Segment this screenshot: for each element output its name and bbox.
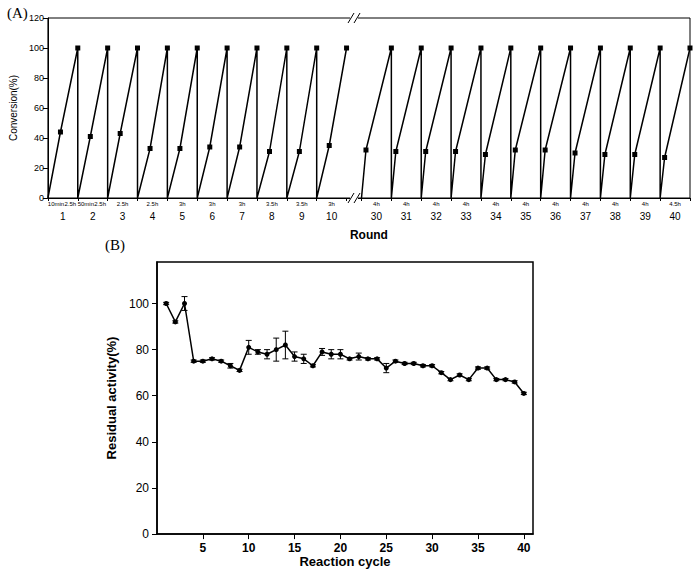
svg-text:80: 80: [34, 73, 44, 83]
svg-text:0: 0: [39, 193, 44, 203]
svg-text:Conversion(%): Conversion(%): [8, 75, 19, 141]
svg-text:7: 7: [239, 211, 245, 222]
svg-text:5: 5: [200, 541, 207, 555]
svg-text:37: 37: [580, 211, 592, 222]
svg-text:3.5h: 3.5h: [266, 201, 278, 207]
svg-text:2.5h: 2.5h: [117, 201, 129, 207]
svg-text:8: 8: [269, 211, 275, 222]
svg-text:4h: 4h: [522, 201, 529, 207]
svg-text:10min: 10min: [48, 201, 64, 207]
svg-text:4h: 4h: [552, 201, 559, 207]
svg-text:31: 31: [401, 211, 413, 222]
svg-text:80: 80: [136, 343, 150, 357]
svg-text:Round: Round: [350, 228, 388, 242]
svg-text:3h: 3h: [328, 201, 335, 207]
svg-text:4.5h: 4.5h: [669, 201, 681, 207]
svg-text:4h: 4h: [493, 201, 500, 207]
svg-text:4h: 4h: [612, 201, 619, 207]
svg-text:50min: 50min: [78, 201, 94, 207]
svg-text:15: 15: [288, 541, 302, 555]
svg-text:2.5h: 2.5h: [94, 201, 106, 207]
svg-text:120: 120: [29, 13, 44, 23]
svg-text:25: 25: [380, 541, 394, 555]
svg-text:100: 100: [129, 297, 149, 311]
svg-text:20: 20: [136, 481, 150, 495]
svg-text:60: 60: [136, 389, 150, 403]
svg-text:10: 10: [242, 541, 256, 555]
svg-text:2: 2: [90, 211, 96, 222]
svg-text:4h: 4h: [373, 201, 380, 207]
svg-text:34: 34: [490, 211, 502, 222]
svg-text:0: 0: [142, 527, 149, 541]
svg-text:33: 33: [460, 211, 472, 222]
svg-text:3h: 3h: [209, 201, 216, 207]
svg-text:32: 32: [431, 211, 443, 222]
svg-text:4h: 4h: [403, 201, 410, 207]
svg-text:4h: 4h: [642, 201, 649, 207]
svg-text:4h: 4h: [433, 201, 440, 207]
svg-text:Reaction cycle: Reaction cycle: [299, 554, 390, 569]
svg-text:3h: 3h: [179, 201, 186, 207]
svg-text:(B): (B): [105, 237, 125, 254]
svg-text:40: 40: [670, 211, 682, 222]
svg-text:30: 30: [371, 211, 383, 222]
svg-text:60: 60: [34, 103, 44, 113]
svg-text:2.5h: 2.5h: [64, 201, 76, 207]
svg-text:3: 3: [120, 211, 126, 222]
svg-text:40: 40: [517, 541, 531, 555]
svg-text:100: 100: [29, 43, 44, 53]
svg-text:9: 9: [299, 211, 305, 222]
svg-text:Residual activity(%): Residual activity(%): [104, 337, 119, 460]
svg-text:6: 6: [209, 211, 215, 222]
svg-text:4: 4: [150, 211, 156, 222]
svg-text:3h: 3h: [239, 201, 246, 207]
svg-text:40: 40: [34, 133, 44, 143]
svg-text:20: 20: [34, 163, 44, 173]
svg-text:30: 30: [425, 541, 439, 555]
svg-text:(A): (A): [7, 5, 28, 22]
svg-text:1: 1: [60, 211, 66, 222]
svg-text:38: 38: [610, 211, 622, 222]
svg-text:39: 39: [640, 211, 652, 222]
svg-text:35: 35: [520, 211, 532, 222]
svg-text:20: 20: [334, 541, 348, 555]
svg-text:4h: 4h: [463, 201, 470, 207]
svg-text:4h: 4h: [582, 201, 589, 207]
svg-text:35: 35: [471, 541, 485, 555]
svg-text:2.5h: 2.5h: [147, 201, 159, 207]
svg-text:10: 10: [326, 211, 338, 222]
svg-text:3.5h: 3.5h: [296, 201, 308, 207]
svg-text:36: 36: [550, 211, 562, 222]
svg-text:5: 5: [180, 211, 186, 222]
svg-text:40: 40: [136, 435, 150, 449]
